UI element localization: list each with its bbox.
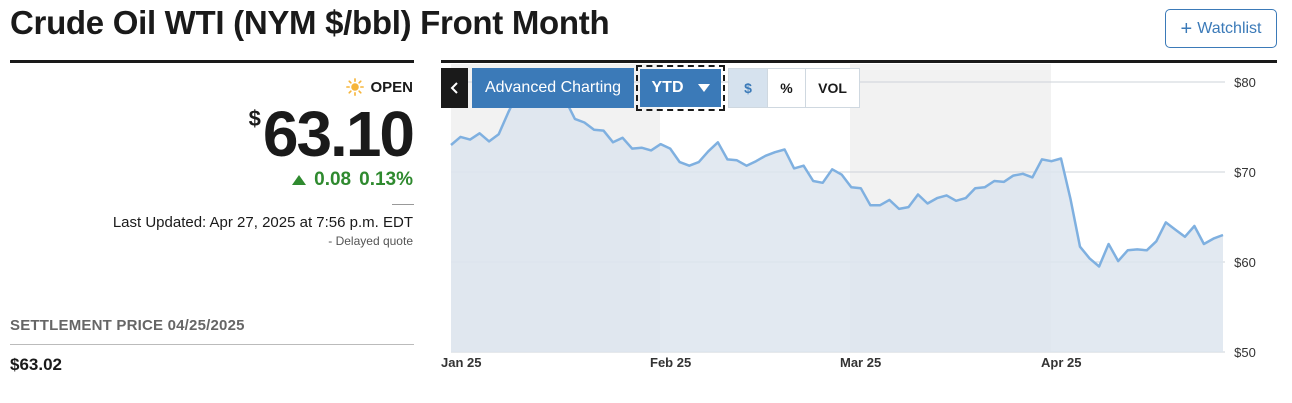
advanced-charting-button[interactable]: Advanced Charting <box>472 68 634 108</box>
settlement-label: SETTLEMENT PRICE 04/25/2025 <box>10 317 245 334</box>
page-title: Crude Oil WTI (NYM $/bbl) Front Month <box>10 4 610 41</box>
y-tick-label: $80 <box>1234 75 1256 90</box>
delayed-note: - Delayed quote <box>328 234 413 248</box>
series-line <box>450 80 1224 268</box>
price-change: 0.08 0.13% <box>292 169 413 191</box>
currency-symbol: $ <box>248 106 261 131</box>
collapse-button[interactable] <box>441 68 468 108</box>
x-tick-label: Mar 25 <box>840 355 881 370</box>
last-updated: Last Updated: Apr 27, 2025 at 7:56 p.m. … <box>112 214 413 231</box>
series-area <box>451 82 1223 352</box>
mode-dollar-button[interactable]: $ <box>729 69 768 107</box>
quote-top-rule <box>10 60 414 63</box>
plus-icon: + <box>1180 17 1193 40</box>
price-chart[interactable]: $80 $70 $60 $50 Jan 25 Feb 25 Mar 25 Apr 25 <box>441 64 1277 376</box>
watchlist-button[interactable]: + Watchlist <box>1165 9 1277 48</box>
range-label: YTD <box>651 79 684 96</box>
mode-volume-button[interactable]: VOL <box>818 80 847 96</box>
sun-icon <box>346 78 365 96</box>
watchlist-label: Watchlist <box>1197 19 1262 37</box>
price-display: $ 63.10 <box>248 96 415 172</box>
settlement-divider <box>10 344 414 345</box>
y-tick-label: $60 <box>1234 255 1256 270</box>
change-percent: 0.13% <box>359 169 413 190</box>
status-label: OPEN <box>370 78 413 96</box>
price-value: 63.10 <box>262 98 415 170</box>
divider <box>392 204 414 205</box>
range-dropdown[interactable]: YTD <box>636 65 725 111</box>
market-status: OPEN <box>346 78 413 96</box>
x-tick-label: Feb 25 <box>650 355 691 370</box>
chevron-left-icon <box>450 82 458 94</box>
change-value: 0.08 <box>314 169 352 190</box>
y-tick-label: $50 <box>1234 345 1256 360</box>
chart-top-rule <box>441 60 1277 63</box>
y-tick-label: $70 <box>1234 165 1256 180</box>
caret-down-icon <box>697 84 710 92</box>
chart-mode-toggle: $ % VOL <box>728 68 860 108</box>
settlement-value: $63.02 <box>10 355 62 374</box>
x-tick-label: Jan 25 <box>441 355 481 370</box>
mode-percent-button[interactable]: % <box>768 69 806 107</box>
x-tick-label: Apr 25 <box>1041 355 1081 370</box>
up-arrow-icon <box>292 175 307 185</box>
